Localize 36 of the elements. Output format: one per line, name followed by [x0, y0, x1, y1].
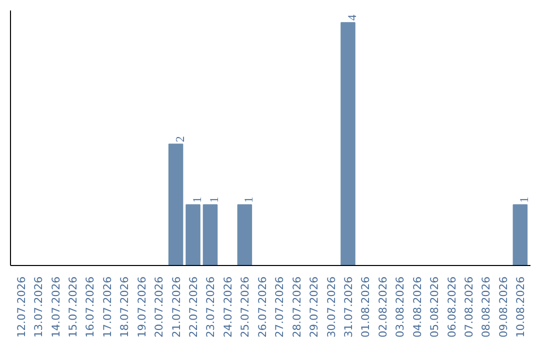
x-tick-label: 30.07.2026: [324, 276, 338, 338]
x-tick-label: 07.08.2026: [462, 276, 476, 338]
x-tick-label: 14.07.2026: [49, 276, 62, 338]
x-tick-label: 13.07.2026: [32, 276, 46, 338]
x-tick-label: 20.07.2026: [152, 276, 166, 338]
x-tick-label: 02.08.2026: [376, 276, 390, 338]
x-tick-label: 16.07.2026: [84, 276, 97, 338]
x-tick-label: 17.07.2026: [100, 276, 114, 338]
x-tick-label: 18.07.2026: [118, 276, 132, 338]
x-tick-label: 03.08.2026: [394, 276, 407, 338]
x-tick-label: 01.08.2026: [359, 276, 372, 338]
x-tick-label: 12.07.2026: [14, 276, 28, 338]
x-tick-label: 08.08.2026: [480, 276, 493, 338]
x-tick-label: 04.08.2026: [410, 276, 424, 338]
x-tick-label: 22.07.2026: [187, 276, 200, 338]
x-tick-label: 28.07.2026: [290, 276, 304, 338]
x-tick-label: 24.07.2026: [221, 276, 234, 338]
data-label: 1: [190, 196, 204, 203]
data-label: 2: [172, 136, 187, 142]
x-tick-label: 31.07.2026: [342, 276, 355, 338]
x-tick-label: 26.07.2026: [256, 276, 269, 338]
x-tick-label: 27.07.2026: [273, 276, 286, 338]
x-tick-label: 25.07.2026: [238, 276, 252, 338]
x-tick-label: 23.07.2026: [204, 276, 218, 338]
data-label: 1: [242, 196, 256, 203]
x-tick-label: 05.08.2026: [428, 276, 442, 338]
data-label: 1: [207, 196, 222, 203]
x-tick-label: 06.08.2026: [445, 276, 458, 338]
x-tick-label: 29.07.2026: [308, 276, 321, 338]
data-label: 1: [517, 196, 532, 203]
x-tick-label: 21.07.2026: [170, 276, 183, 338]
data-label: 4: [344, 14, 359, 21]
x-tick-label: 15.07.2026: [66, 276, 80, 338]
x-tick-label: 09.08.2026: [496, 276, 510, 338]
x-tick-label: 10.08.2026: [514, 276, 528, 338]
x-tick-label: 19.07.2026: [135, 276, 148, 338]
